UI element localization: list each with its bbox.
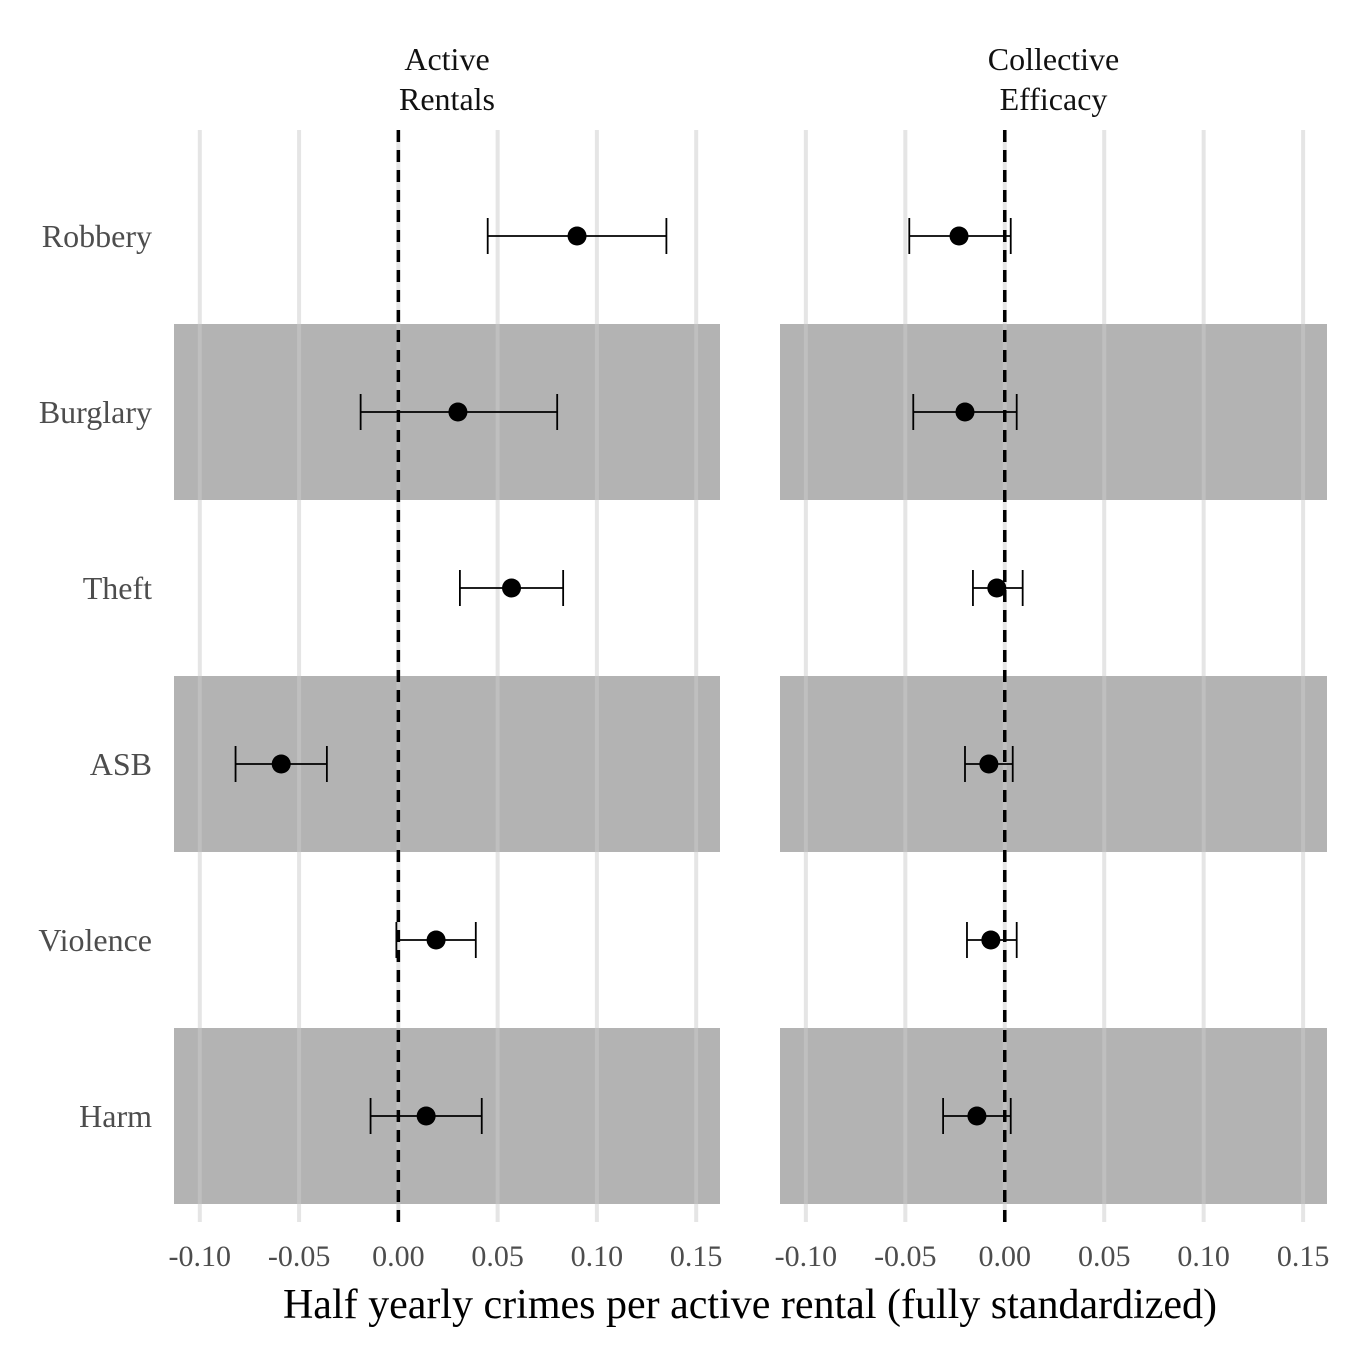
point-asb-panel-0 — [271, 754, 291, 774]
y-tick-label-asb: ASB — [90, 746, 152, 782]
point-theft-panel-0 — [502, 578, 522, 598]
row-band-harm-1 — [780, 1028, 1327, 1204]
x-tick-label-4-panel-1: 0.10 — [1177, 1240, 1230, 1273]
point-asb-panel-1 — [979, 754, 999, 774]
point-violence-panel-1 — [981, 930, 1001, 950]
point-robbery-panel-1 — [949, 226, 969, 246]
point-violence-panel-0 — [426, 930, 446, 950]
point-harm-panel-0 — [416, 1106, 436, 1126]
point-theft-panel-1 — [987, 578, 1007, 598]
y-tick-label-harm: Harm — [79, 1098, 152, 1134]
x-tick-label-2-panel-0: 0.00 — [372, 1240, 425, 1273]
x-tick-label-3-panel-0: 0.05 — [471, 1240, 524, 1273]
x-tick-label-5-panel-1: 0.15 — [1277, 1240, 1330, 1273]
row-band-asb-1 — [780, 676, 1327, 852]
x-tick-label-1-panel-1: -0.05 — [874, 1240, 937, 1273]
x-tick-label-0-panel-0: -0.10 — [169, 1240, 232, 1273]
x-tick-label-2-panel-1: 0.00 — [979, 1240, 1032, 1273]
facet-title-0-line-1: Rentals — [399, 81, 495, 117]
y-tick-label-theft: Theft — [83, 570, 152, 606]
point-burglary-panel-1 — [955, 402, 975, 422]
facet-title-1-line-1: Efficacy — [1000, 81, 1108, 117]
x-tick-label-1-panel-0: -0.05 — [268, 1240, 331, 1273]
y-tick-label-robbery: Robbery — [42, 218, 152, 254]
x-tick-label-3-panel-1: 0.05 — [1078, 1240, 1131, 1273]
y-tick-label-burglary: Burglary — [39, 394, 152, 430]
x-tick-label-4-panel-0: 0.10 — [571, 1240, 624, 1273]
y-tick-label-violence: Violence — [38, 922, 152, 958]
x-tick-label-0-panel-1: -0.10 — [775, 1240, 838, 1273]
point-robbery-panel-0 — [567, 226, 587, 246]
row-band-burglary-1 — [780, 324, 1327, 500]
facet-title-1-line-0: Collective — [988, 41, 1120, 77]
x-axis-title: Half yearly crimes per active rental (fu… — [283, 1282, 1217, 1328]
point-harm-panel-1 — [967, 1106, 987, 1126]
x-tick-label-5-panel-0: 0.15 — [670, 1240, 723, 1273]
point-burglary-panel-0 — [448, 402, 468, 422]
facet-title-0-line-0: Active — [404, 41, 489, 77]
